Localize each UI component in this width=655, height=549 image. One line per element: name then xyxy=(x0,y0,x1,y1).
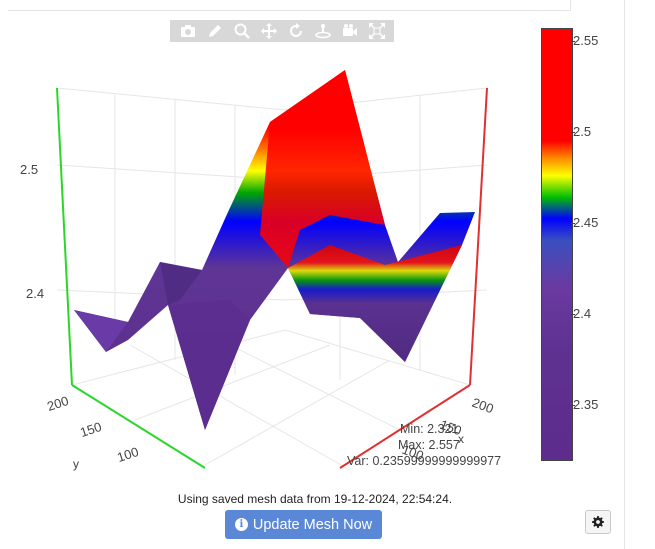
update-mesh-label: Update Mesh Now xyxy=(252,516,373,533)
zoom-icon[interactable] xyxy=(232,21,252,41)
x-axis-title: x xyxy=(458,432,464,446)
colorbar-tick: 2.35 xyxy=(573,397,599,412)
x-axis-base xyxy=(339,384,471,469)
colorbar-tick: 2.4 xyxy=(573,306,592,321)
panel-divider xyxy=(624,0,625,549)
settings-button[interactable] xyxy=(585,510,611,534)
colorbar xyxy=(541,28,573,461)
plot-modebar xyxy=(170,20,394,42)
pencil-icon[interactable] xyxy=(205,21,225,41)
pan-icon[interactable] xyxy=(259,21,279,41)
colorbar-tick: 2.45 xyxy=(573,215,599,230)
turntable-icon[interactable] xyxy=(313,21,333,41)
colorbar-tick: 2.55 xyxy=(573,33,599,48)
orbit-icon[interactable] xyxy=(286,21,306,41)
z-tick-label: 2.4 xyxy=(26,286,45,301)
info-icon: i xyxy=(234,518,248,531)
reset-camera-icon[interactable] xyxy=(340,21,360,41)
z-tick-label: 2.5 xyxy=(20,162,39,177)
stat-min: Min: 2.321 xyxy=(400,422,459,436)
stat-var: Var: 0.23599999999999977 xyxy=(347,454,502,468)
colorbar-tick: 2.5 xyxy=(573,124,592,139)
mesh-data-caption: Using saved mesh data from 19-12-2024, 2… xyxy=(177,492,453,506)
z-axis-line xyxy=(56,87,73,386)
container-frame xyxy=(8,0,571,11)
y-axis-line xyxy=(71,384,206,469)
camera-icon[interactable] xyxy=(178,21,198,41)
y-axis-title: y xyxy=(73,457,79,471)
gear-icon xyxy=(592,516,604,528)
update-mesh-button[interactable]: i Update Mesh Now xyxy=(225,510,382,539)
x-axis-line xyxy=(469,87,488,386)
surface-plot[interactable] xyxy=(0,0,540,490)
fullscreen-icon[interactable] xyxy=(367,21,387,41)
mesh-surface[interactable] xyxy=(74,70,475,430)
stat-max: Max: 2.557 xyxy=(398,438,460,452)
